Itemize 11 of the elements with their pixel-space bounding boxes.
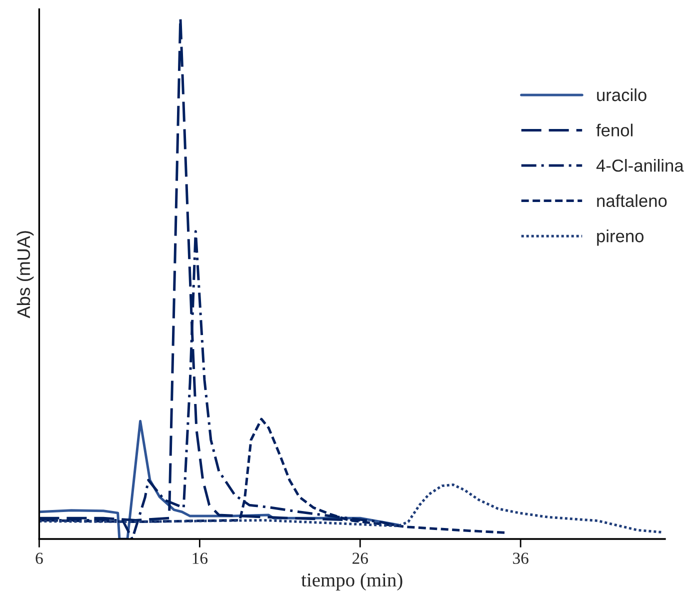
y-axis-title: Abs (mUA) xyxy=(16,231,34,318)
legend-label: uracilo xyxy=(597,88,646,102)
x-axis-title: tiempo (min) xyxy=(301,572,402,590)
x-tick-label: 6 xyxy=(36,552,43,564)
legend-label: fenol xyxy=(596,124,632,136)
legend-label: pireno xyxy=(597,230,644,246)
legend-label: naftaleno xyxy=(597,194,667,208)
x-tick-label: 26 xyxy=(352,552,368,564)
x-tick-label: 16 xyxy=(192,552,208,564)
legend-label: 4-Cl-anilina xyxy=(596,159,684,172)
x-tick-label: 36 xyxy=(513,552,528,564)
